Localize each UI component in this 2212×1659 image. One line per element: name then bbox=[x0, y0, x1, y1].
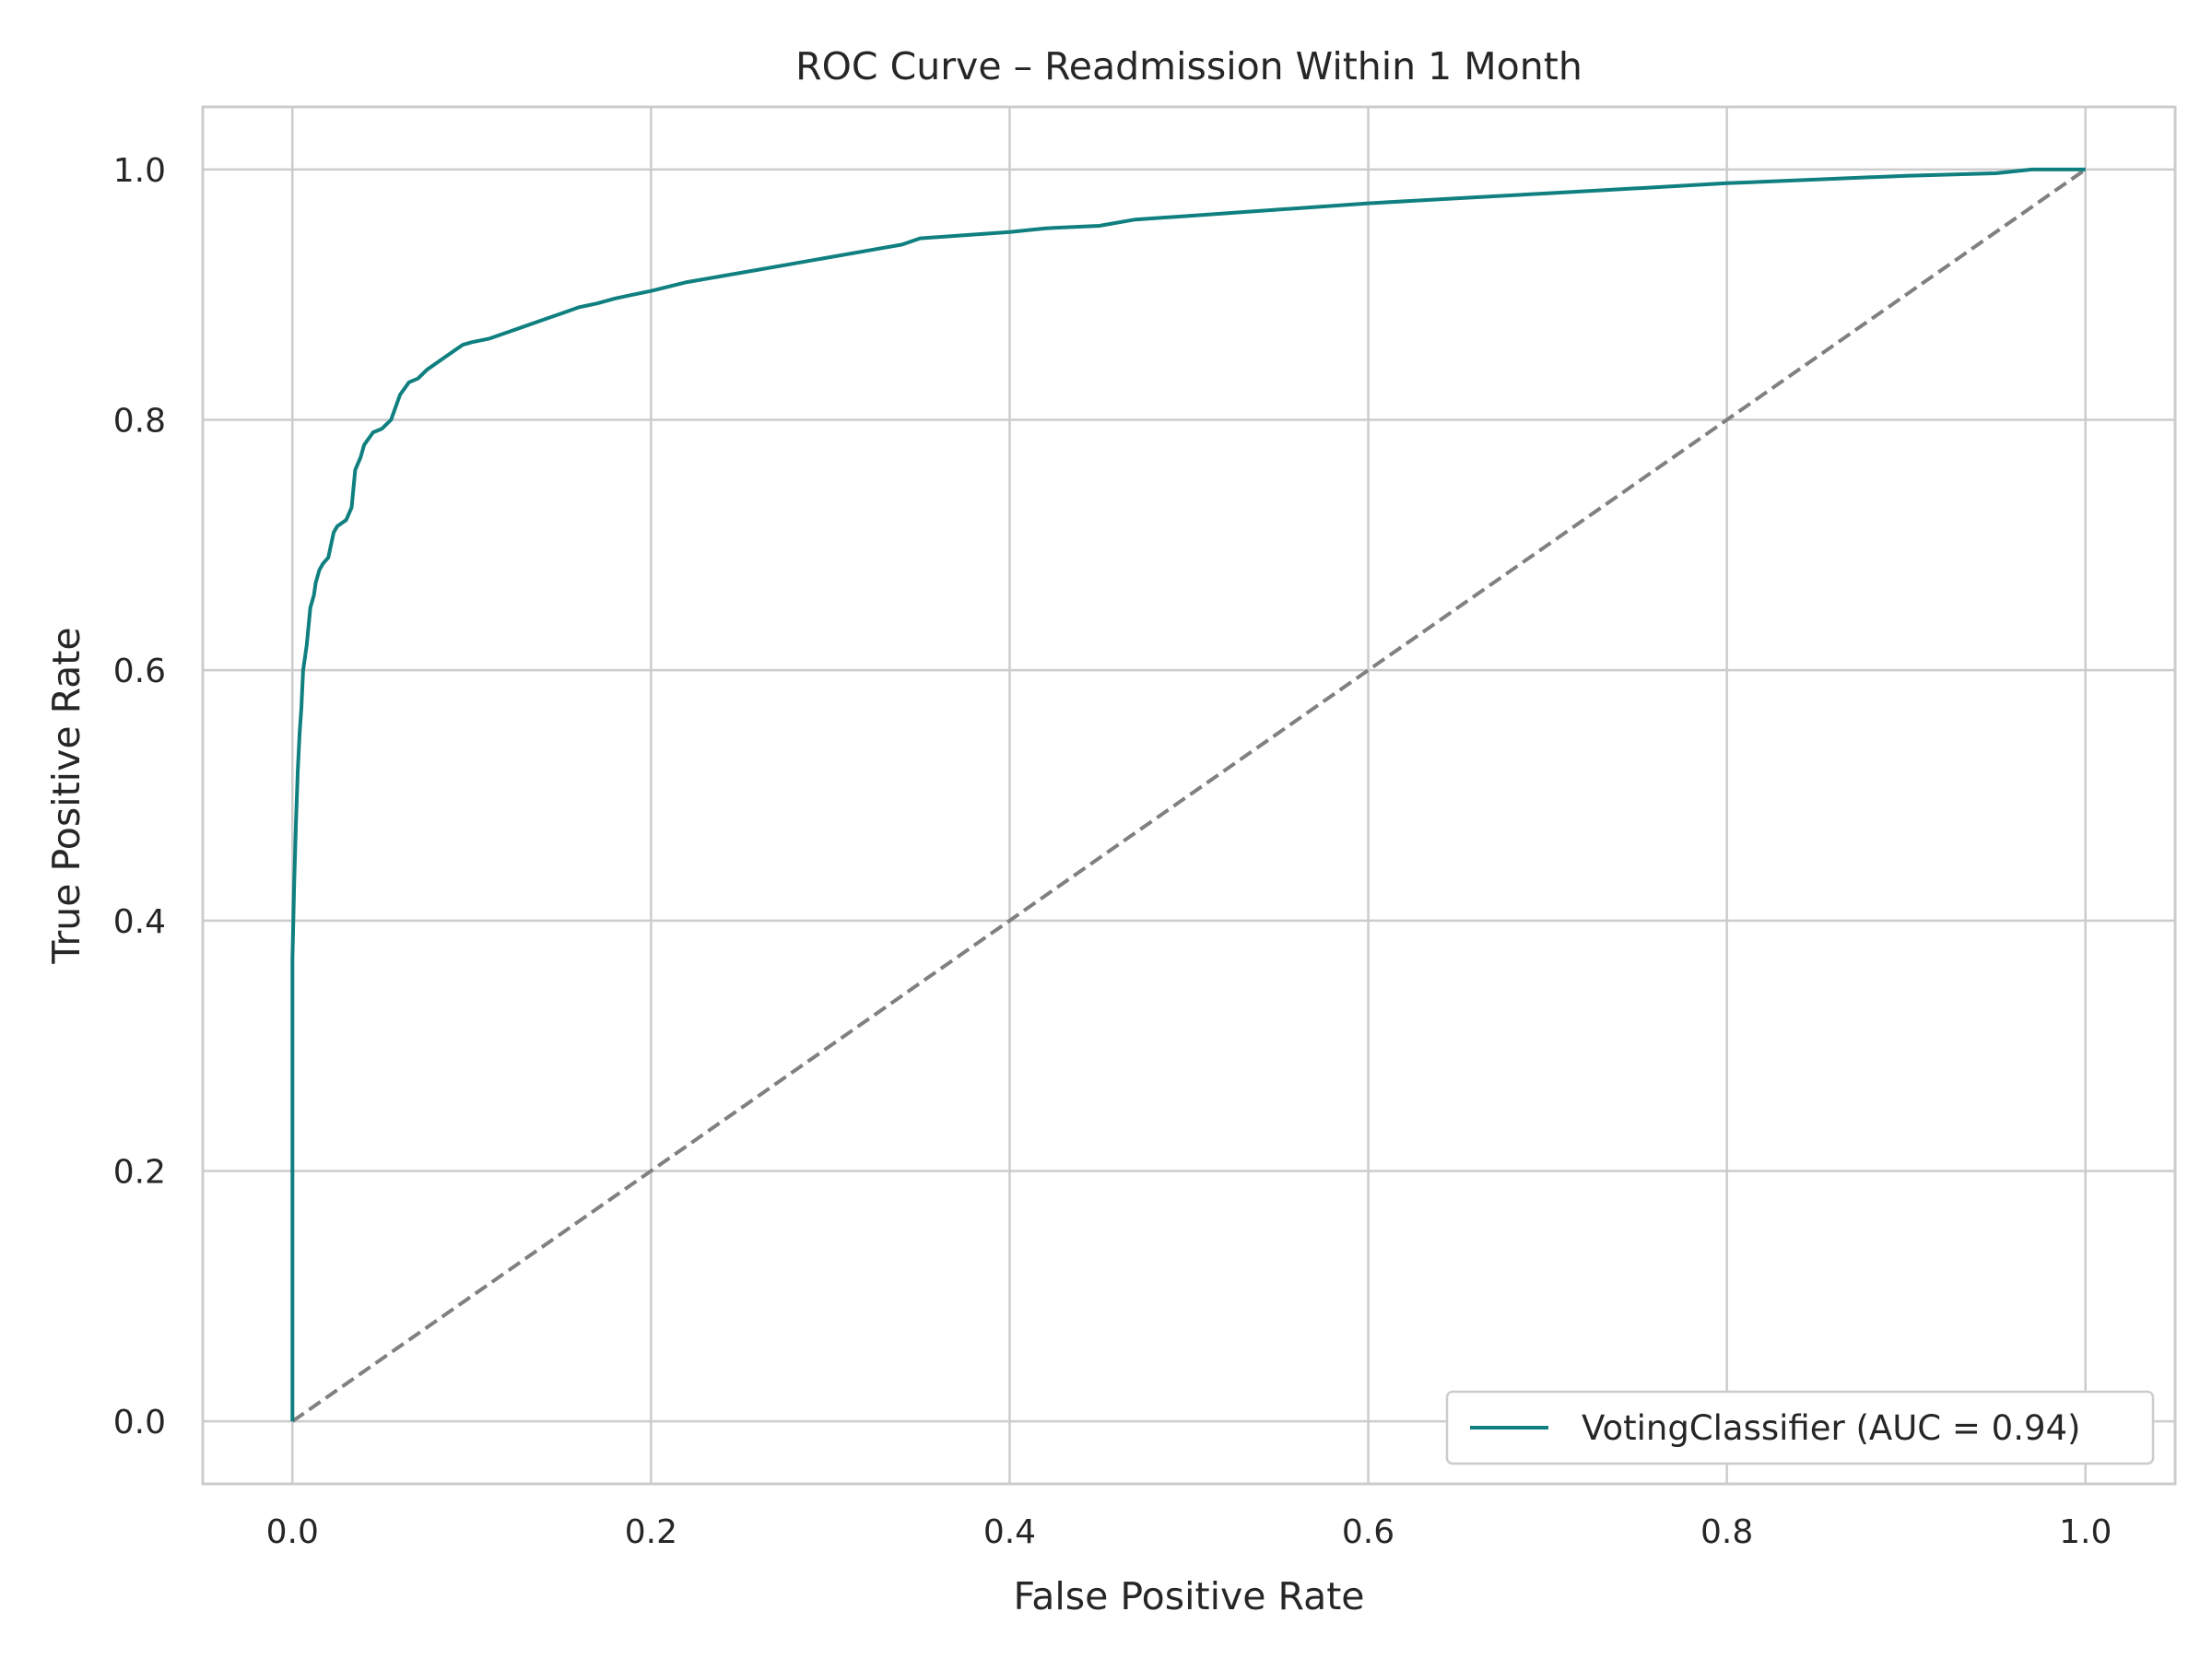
y-tick-label: 0.6 bbox=[113, 653, 166, 690]
y-tick-label: 0.0 bbox=[113, 1404, 166, 1441]
chart-title: ROC Curve – Readmission Within 1 Month bbox=[795, 44, 1583, 88]
y-tick-labels: 0.0 0.2 0.4 0.6 0.8 1.0 bbox=[113, 152, 166, 1441]
legend-box bbox=[1445, 1390, 2155, 1465]
grid bbox=[203, 107, 2175, 1484]
x-tick-label: 0.8 bbox=[1700, 1513, 1753, 1551]
x-tick-label: 0.4 bbox=[983, 1513, 1036, 1551]
x-tick-label: 0.0 bbox=[266, 1513, 319, 1551]
x-tick-label: 0.6 bbox=[1342, 1513, 1394, 1551]
x-axis-title: False Positive Rate bbox=[1013, 1574, 1364, 1618]
y-tick-label: 0.8 bbox=[113, 403, 166, 441]
plot-frame bbox=[201, 105, 2177, 1486]
x-tick-label: 0.2 bbox=[625, 1513, 677, 1551]
y-tick-label: 0.2 bbox=[113, 1153, 166, 1191]
legend-label-votingclassifier: VotingClassifier (AUC = 0.94) bbox=[1582, 1408, 2080, 1448]
legend: VotingClassifier (AUC = 0.94) bbox=[1445, 1390, 2155, 1465]
x-tick-label: 1.0 bbox=[2059, 1513, 2112, 1551]
y-tick-label: 0.4 bbox=[113, 903, 166, 941]
y-tick-label: 1.0 bbox=[113, 152, 166, 190]
series-layer bbox=[290, 167, 2087, 1423]
roc-curve-votingclassifier bbox=[290, 167, 2086, 1422]
y-axis-title: True Positive Rate bbox=[44, 627, 88, 964]
x-tick-labels: 0.0 0.2 0.4 0.6 0.8 1.0 bbox=[266, 1513, 2112, 1551]
